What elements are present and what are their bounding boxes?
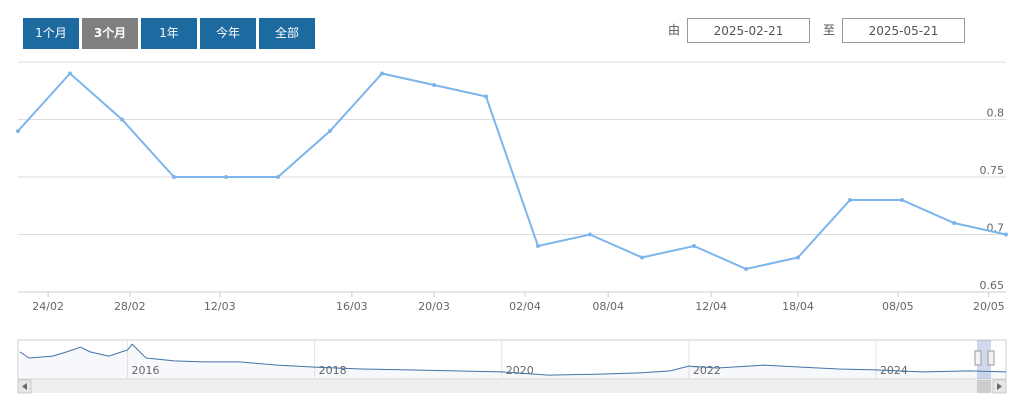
to-label: 至 xyxy=(823,23,836,37)
x-tick-label: 12/03 xyxy=(204,300,236,313)
x-tick-label: 24/02 xyxy=(32,300,64,313)
navigator-handle[interactable] xyxy=(974,350,982,366)
x-tick-label: 08/05 xyxy=(882,300,914,313)
to-input[interactable]: 2025-05-21 xyxy=(842,18,965,43)
y-tick-label: 0.75 xyxy=(980,164,1005,177)
x-tick-label: 20/03 xyxy=(418,300,450,313)
point xyxy=(900,198,904,202)
x-tick-label: 08/04 xyxy=(592,300,624,313)
point xyxy=(1004,232,1008,237)
range-button[interactable]: 全部 xyxy=(259,18,315,49)
x-tick-label: 20/05 xyxy=(973,300,1005,313)
point xyxy=(224,175,228,179)
range-button[interactable]: 今年 xyxy=(200,18,256,49)
from-input[interactable]: 2025-02-21 xyxy=(687,18,810,43)
scroll-right-arrow xyxy=(997,383,1002,390)
navigator-tick-label: 2016 xyxy=(131,364,159,377)
point xyxy=(484,94,488,99)
point xyxy=(536,244,540,248)
point xyxy=(172,175,176,179)
scrollbar-thumb[interactable] xyxy=(977,380,991,393)
y-tick-label: 0.8 xyxy=(987,107,1005,120)
point xyxy=(16,129,20,133)
from-label: 由 xyxy=(668,23,681,37)
series-line xyxy=(17,72,1007,271)
navigator-selection[interactable] xyxy=(977,340,991,379)
x-tick-label: 28/02 xyxy=(114,300,146,313)
point xyxy=(848,198,852,202)
point xyxy=(640,255,644,260)
y-tick-label: 0.65 xyxy=(980,279,1005,292)
x-tick-label: 16/03 xyxy=(336,300,368,313)
point xyxy=(276,175,280,179)
point xyxy=(692,244,696,248)
navigator-area xyxy=(19,344,1006,378)
point xyxy=(744,267,748,271)
point xyxy=(952,221,956,225)
x-tick-label: 12/04 xyxy=(695,300,727,313)
point xyxy=(380,71,384,76)
range-button[interactable]: 1个月 xyxy=(23,18,79,49)
navigator-line xyxy=(19,343,1007,376)
point xyxy=(432,83,436,87)
navigator-handle[interactable] xyxy=(987,350,995,366)
point xyxy=(588,232,592,237)
x-tick-label: 02/04 xyxy=(509,300,541,313)
scrollbar-track[interactable] xyxy=(18,380,1006,393)
range-button[interactable]: 1年 xyxy=(141,18,197,49)
range-button[interactable]: 3个月 xyxy=(82,18,138,49)
point xyxy=(796,255,800,260)
point xyxy=(120,117,124,122)
point xyxy=(68,71,72,76)
x-tick-label: 18/04 xyxy=(782,300,814,313)
scroll-left-arrow xyxy=(22,383,27,390)
point xyxy=(328,129,332,133)
